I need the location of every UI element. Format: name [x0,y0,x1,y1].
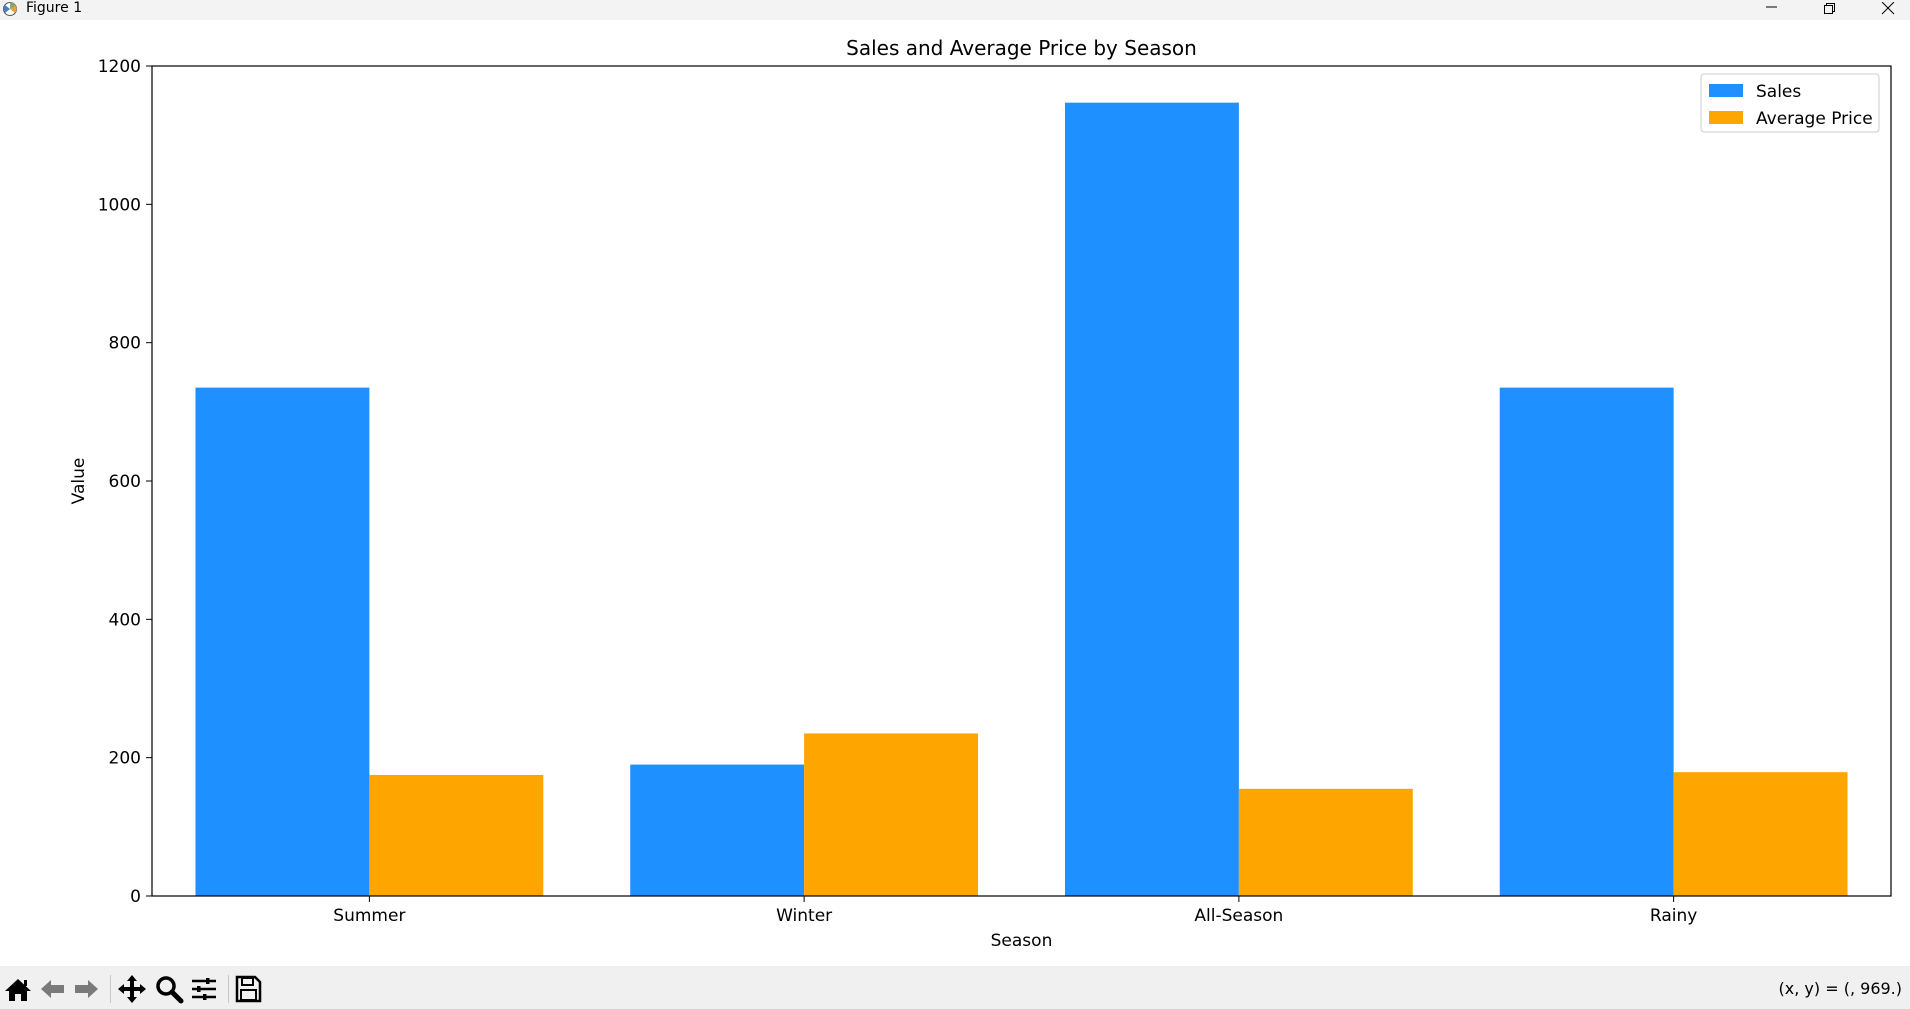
legend-label: Sales [1756,82,1801,102]
matplotlib-app-icon [3,2,17,16]
forward-button[interactable] [70,973,102,1005]
y-axis-label: Value [69,458,89,505]
x-tick-label: Winter [776,906,832,926]
back-button[interactable] [37,973,69,1005]
y-tick-label: 400 [109,610,141,630]
average-price-bar-winter [804,733,979,896]
forward-arrow-icon [75,980,98,998]
cursor-coordinates: (x, y) = (, 969.) [1778,979,1902,998]
save-button[interactable] [232,973,264,1005]
legend-swatch [1709,111,1743,124]
navigation-toolbar: (x, y) = (, 969.) [0,966,1910,1009]
bar-chart: 0 200 400 600 800 1000 1200 Summer Winter All-Sea… [69,36,1892,951]
sales-bar-summer [195,387,370,896]
y-tick-label: 800 [109,334,141,354]
chart-title: Sales and Average Price by Season [846,36,1197,60]
average-price-bar-summer [369,774,544,896]
toolbar-separator [228,975,229,1003]
close-icon [1881,2,1895,15]
average-price-bar-rainy [1673,772,1848,896]
y-tick-label: 600 [109,472,141,492]
pan-icon [118,975,146,1003]
home-button[interactable] [2,973,34,1005]
average-price-bar-all-season [1238,788,1413,896]
y-tick-label: 200 [109,749,141,769]
home-icon [5,979,31,1001]
window-title: Figure 1 [26,0,83,16]
minimize-button[interactable] [1742,0,1800,20]
sales-bar-all-season [1064,102,1239,897]
save-icon [235,975,262,1003]
figure-canvas: 0 200 400 600 800 1000 1200 Summer Winter All-Sea… [0,20,1910,966]
back-arrow-icon [41,980,64,998]
sales-bar-rainy [1499,387,1674,896]
x-tick-label: All-Season [1194,906,1283,926]
sales-bar-winter [630,764,805,896]
restore-button[interactable] [1800,0,1858,20]
minimize-icon [1766,6,1777,8]
y-tick-label: 1200 [98,57,141,77]
y-tick-label: 0 [130,887,141,907]
y-tick-label: 1000 [98,195,141,215]
x-tick-label: Rainy [1650,906,1697,926]
zoom-button[interactable] [153,973,185,1005]
window-titlebar: Figure 1 [0,0,1910,20]
legend-label: Average Price [1756,109,1873,129]
legend [1700,73,1880,133]
pan-button[interactable] [116,973,148,1005]
restore-icon [1824,3,1835,14]
zoom-icon [156,976,184,1004]
configure-subplots-icon [192,978,216,1000]
x-tick-label: Summer [333,906,405,926]
toolbar-separator [110,975,111,1003]
x-axis-label: Season [991,931,1053,951]
legend-swatch [1709,84,1743,97]
configure-subplots-button[interactable] [188,973,220,1005]
close-button[interactable] [1858,0,1910,20]
